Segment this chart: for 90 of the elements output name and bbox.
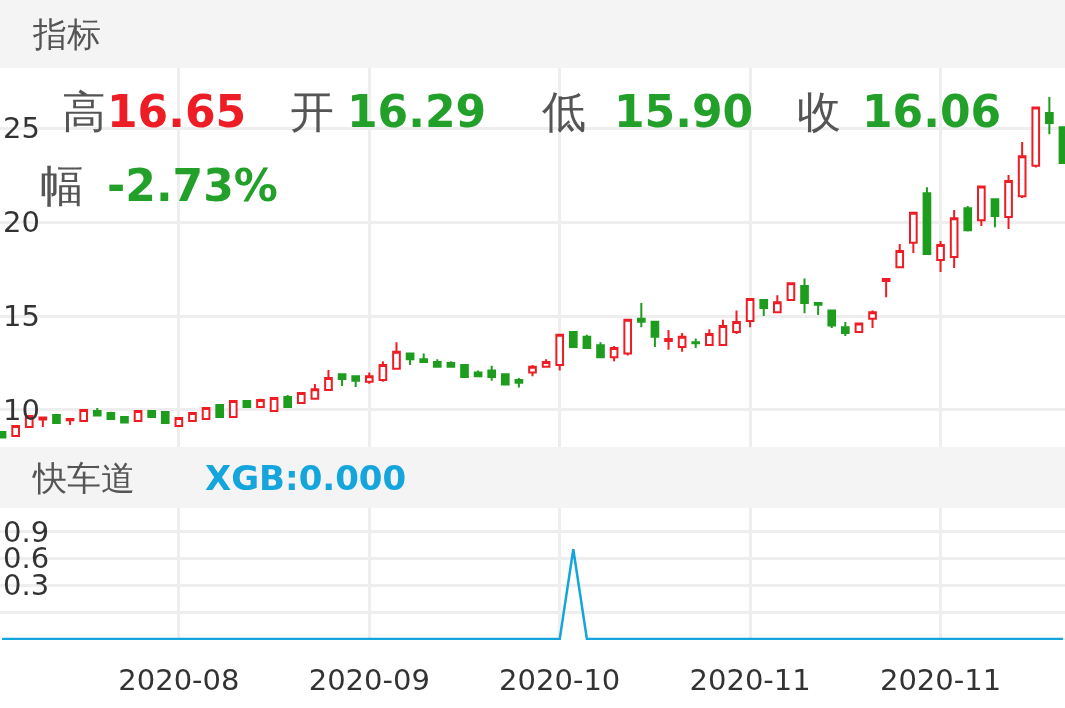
candlestick [691, 337, 701, 349]
candlestick [636, 301, 646, 329]
chart-title: 指标 [32, 14, 101, 54]
annotation: 16.06 [862, 86, 1002, 137]
candlestick [487, 364, 497, 382]
x-tick-label: 2020-08 [118, 663, 240, 697]
candlestick [92, 407, 102, 417]
candlestick [500, 373, 510, 387]
candlestick [419, 352, 429, 364]
candlestick [786, 281, 796, 302]
candlestick [704, 328, 714, 346]
candlestick [568, 330, 578, 349]
candlestick [827, 309, 837, 330]
candlestick [432, 358, 442, 369]
candlestick [609, 345, 619, 363]
candlestick [120, 415, 129, 424]
candlestick [936, 240, 945, 274]
candlestick [460, 363, 469, 379]
y-tick-label: 0.3 [3, 568, 50, 603]
candlestick [1004, 174, 1013, 231]
candlestick [732, 309, 741, 336]
y-tick-label: 25 [3, 111, 40, 146]
candlestick [773, 294, 782, 314]
annotation: 16.29 [347, 86, 487, 137]
candlestick [759, 299, 769, 318]
candlestick [963, 205, 973, 233]
candlestick [283, 393, 292, 408]
y-tick-label: 15 [3, 299, 40, 334]
x-tick-label: 2020-11 [689, 663, 811, 697]
text: XGB:0.000 [205, 458, 407, 498]
candlestick [881, 278, 891, 299]
candlestick [228, 399, 238, 418]
candlestick [1031, 106, 1041, 169]
candlestick [215, 403, 224, 418]
candlestick [188, 411, 197, 423]
x-tick-label: 2020-11 [879, 663, 1002, 697]
candlestick [841, 321, 850, 337]
candlestick [868, 309, 877, 330]
x-tick-label: 2020-09 [308, 663, 430, 697]
candlestick [949, 209, 959, 270]
candlestick [296, 392, 306, 405]
annotation: -2.73% [107, 160, 278, 211]
candlestick [514, 377, 524, 389]
candlestick [650, 320, 660, 349]
candlestick [446, 360, 456, 368]
candlestick [813, 300, 823, 317]
candlestick [364, 371, 374, 385]
chart-title: 快车道 [32, 458, 135, 498]
candlestick [977, 185, 986, 228]
candlestick [147, 409, 156, 418]
candlestick [378, 360, 388, 383]
candlestick [337, 373, 347, 387]
candlestick [745, 296, 755, 329]
candlestick [664, 328, 673, 351]
candlestick [623, 318, 633, 357]
annotation: 收 [797, 86, 841, 137]
candlestick [11, 424, 20, 438]
candlestick [677, 331, 687, 353]
candlestick [800, 277, 809, 315]
candlestick [1017, 141, 1027, 200]
annotation: 高 [62, 86, 106, 137]
annotation: 低 [542, 86, 586, 137]
candlestick [909, 211, 918, 255]
candlestick [160, 411, 170, 424]
annotation: 16.65 [107, 86, 247, 137]
y-tick-label: 10 [3, 393, 40, 428]
candlestick [52, 414, 61, 424]
candlestick [541, 358, 551, 368]
annotation: 15.90 [614, 86, 754, 137]
candlestick [324, 368, 333, 392]
y-tick-label: 20 [3, 205, 40, 240]
candlestick [201, 407, 211, 420]
candlestick [256, 397, 265, 408]
annotation: 幅 [40, 160, 84, 211]
candlestick [555, 333, 565, 372]
annotation: 开 [290, 86, 334, 137]
x-tick-label: 2020-10 [499, 663, 621, 697]
candlestick [269, 396, 279, 412]
candlestick [351, 375, 361, 389]
candlestick [990, 198, 1000, 229]
candlestick [528, 363, 537, 378]
candlestick [174, 416, 184, 427]
candlestick [392, 341, 401, 370]
candlestick [79, 408, 88, 423]
candlestick [310, 383, 320, 400]
candlestick [718, 318, 728, 346]
candlestick [922, 186, 932, 256]
candlestick [596, 341, 605, 360]
candlestick [1045, 96, 1054, 136]
candlestick [895, 243, 905, 270]
